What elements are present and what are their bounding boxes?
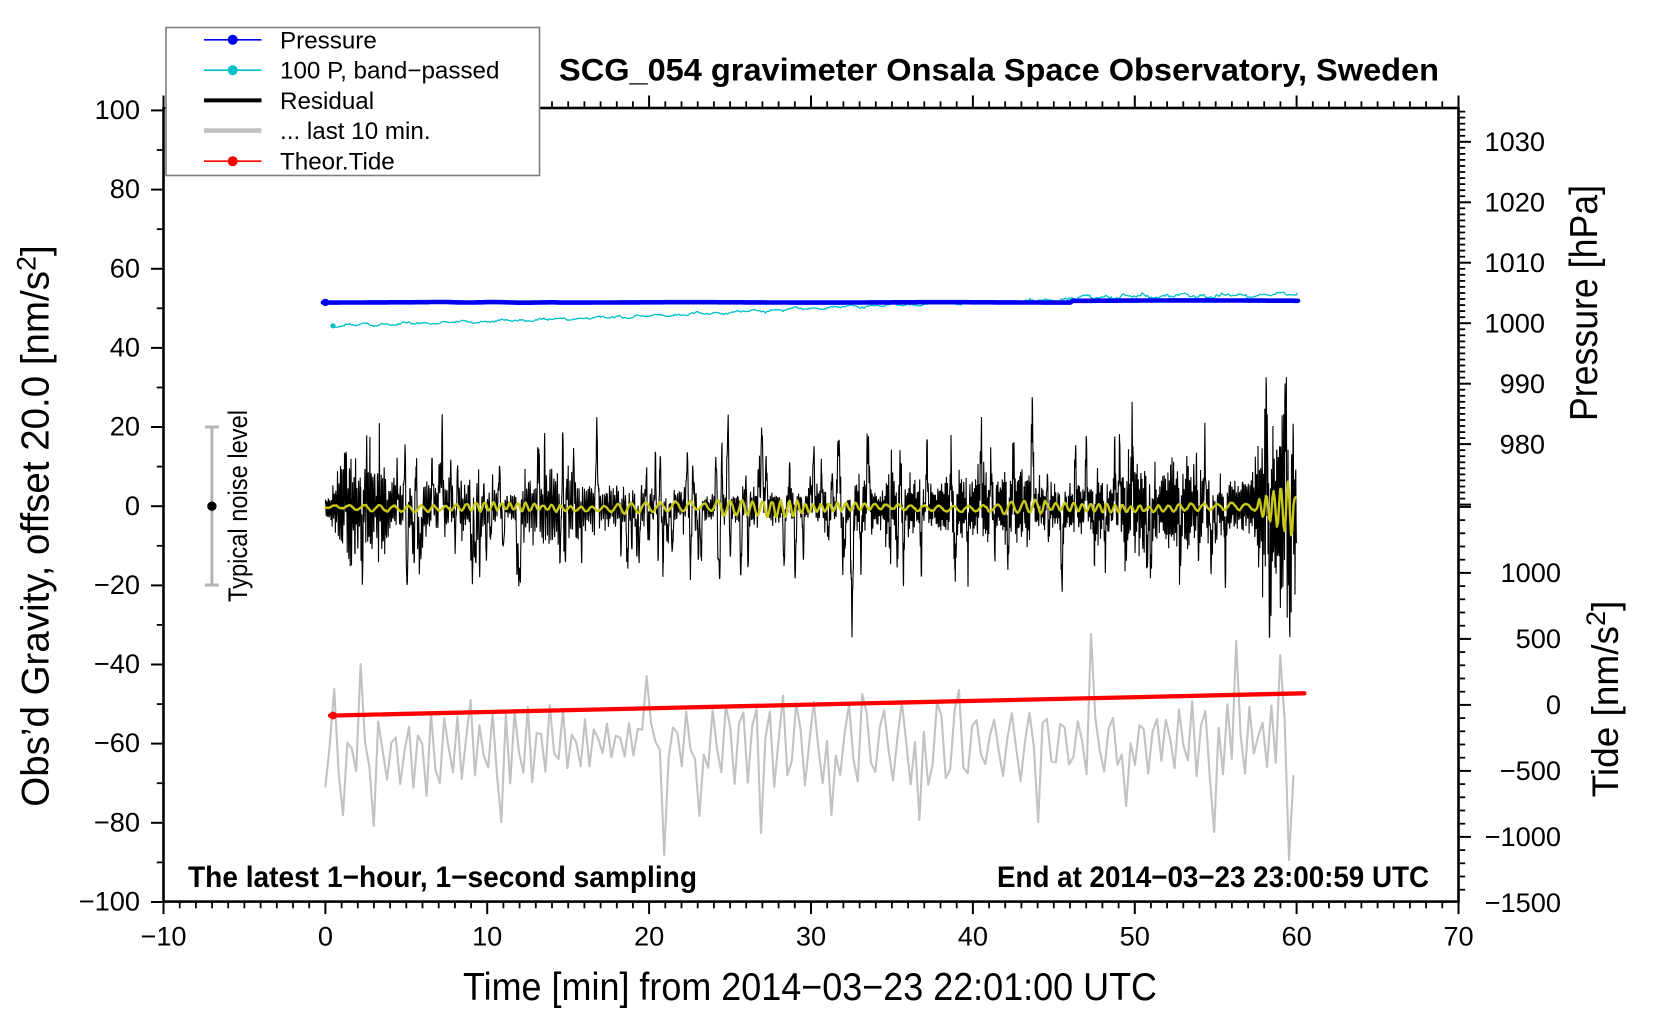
svg-text:−40: −40 (94, 648, 140, 679)
svg-text:60: 60 (110, 252, 140, 283)
svg-text:The latest 1−hour, 1−second sa: The latest 1−hour, 1−second sampling (188, 861, 697, 894)
svg-text:1030: 1030 (1485, 126, 1545, 157)
svg-text:End at 2014−03−23 23:00:59 UTC: End at 2014−03−23 23:00:59 UTC (997, 861, 1429, 894)
svg-text:70: 70 (1443, 921, 1473, 952)
svg-text:1020: 1020 (1485, 187, 1545, 218)
svg-text:980: 980 (1500, 428, 1545, 459)
svg-text:100 P, band−passed: 100 P, band−passed (280, 58, 499, 85)
svg-text:10: 10 (472, 921, 502, 952)
svg-text:Tide [nm/s2]: Tide [nm/s2] (1581, 601, 1626, 798)
svg-text:Pressure [hPa]: Pressure [hPa] (1563, 185, 1606, 421)
svg-text:0: 0 (1546, 689, 1561, 720)
svg-text:30: 30 (796, 921, 826, 952)
svg-text:Pressure: Pressure (280, 27, 377, 54)
svg-text:20: 20 (634, 921, 664, 952)
svg-text:1010: 1010 (1485, 247, 1545, 278)
svg-text:40: 40 (958, 921, 988, 952)
svg-text:Typical noise level: Typical noise level (223, 410, 253, 602)
svg-text:−1500: −1500 (1485, 887, 1561, 918)
svg-text:0: 0 (125, 490, 140, 521)
svg-text:−1000: −1000 (1485, 821, 1561, 852)
svg-text:0: 0 (318, 921, 333, 952)
svg-text:Residual: Residual (280, 88, 374, 115)
svg-text:... last 10 min.: ... last 10 min. (280, 118, 431, 145)
svg-text:−500: −500 (1500, 755, 1561, 786)
svg-text:−80: −80 (94, 806, 140, 837)
svg-text:−60: −60 (94, 727, 140, 758)
svg-text:Time [min] from 2014−03−23 22:: Time [min] from 2014−03−23 22:01:00 UTC (463, 966, 1157, 1009)
svg-text:−10: −10 (140, 921, 186, 952)
svg-text:Theor.Tide: Theor.Tide (280, 149, 395, 176)
svg-text:−100: −100 (79, 886, 140, 917)
svg-text:50: 50 (1120, 921, 1150, 952)
svg-text:500: 500 (1516, 623, 1561, 654)
svg-text:Obs’d Gravity, offset 20.0 [nm: Obs’d Gravity, offset 20.0 [nm/s2] (12, 245, 58, 806)
svg-text:100: 100 (95, 94, 140, 125)
svg-text:40: 40 (110, 332, 140, 363)
svg-text:990: 990 (1500, 368, 1545, 399)
svg-text:−20: −20 (94, 569, 140, 600)
svg-text:60: 60 (1281, 921, 1311, 952)
svg-text:20: 20 (110, 411, 140, 442)
svg-text:80: 80 (110, 173, 140, 204)
svg-text:SCG_054 gravimeter Onsala Spac: SCG_054 gravimeter Onsala Space Observat… (559, 51, 1439, 87)
svg-text:1000: 1000 (1501, 557, 1561, 588)
svg-text:1000: 1000 (1485, 307, 1545, 338)
